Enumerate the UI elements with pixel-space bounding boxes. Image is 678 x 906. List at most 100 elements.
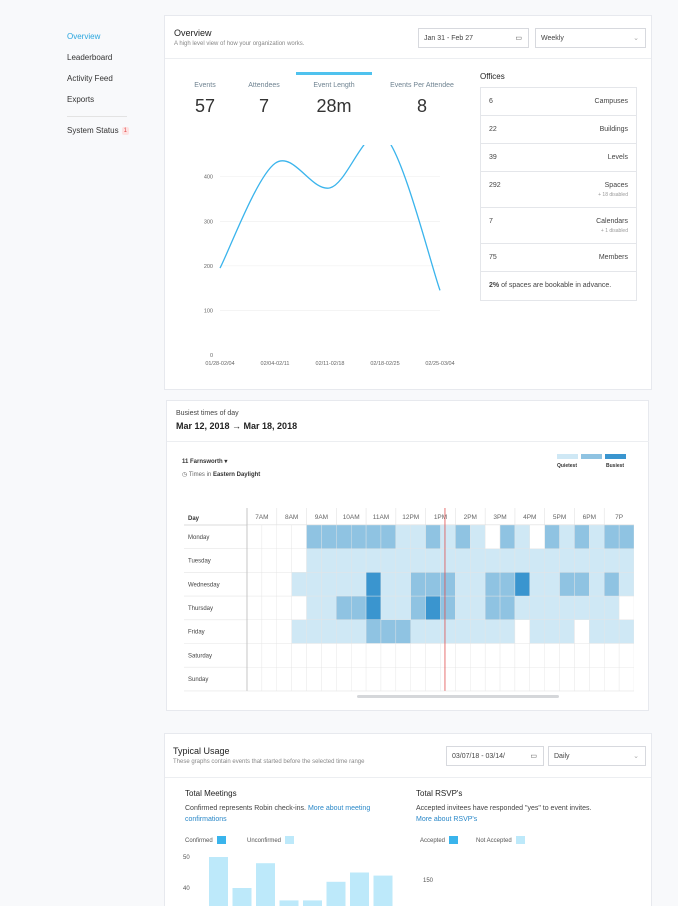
heat-cell <box>455 619 471 644</box>
office-label: Campuses <box>594 98 628 105</box>
heat-cell <box>410 572 426 597</box>
nav-item-system-status[interactable]: System Status 1 <box>67 126 129 135</box>
heat-cell <box>261 524 277 549</box>
nav-item-activity-feed[interactable]: Activity Feed <box>67 74 113 83</box>
bar <box>303 900 322 906</box>
heat-cell <box>455 666 471 692</box>
busiest-divider <box>167 441 649 442</box>
heat-cell <box>440 643 456 668</box>
timezone-note: ◷ Times in Eastern Daylight <box>182 471 260 478</box>
stat-value: 8 <box>416 96 427 116</box>
heat-cell <box>484 643 501 668</box>
stat-event-length[interactable]: Event Length 28m <box>296 82 372 117</box>
heat-cell <box>529 524 545 549</box>
heat-cell <box>410 619 426 644</box>
stat-events[interactable]: Events 57 <box>167 82 243 117</box>
offices-title: Offices <box>480 72 505 81</box>
heat-cell <box>470 666 486 692</box>
legend-unconfirmed: Unconfirmed <box>247 836 295 844</box>
heat-cell <box>291 643 307 668</box>
heat-cell <box>395 666 411 692</box>
heat-cell <box>589 524 605 549</box>
typical-usage-subtitle: These graphs contain events that started… <box>173 759 365 765</box>
stat-attendees[interactable]: Attendees 7 <box>226 82 302 117</box>
legend-confirmed-label: Confirmed <box>185 838 213 844</box>
heat-cell <box>350 643 367 668</box>
busiest-heatmap: Day 7AM 8AM 9AM 10AM 11AM 12PM 1PM 2PM 3PM 4PM 5PM 6… <box>184 508 634 698</box>
heat-cell <box>306 524 322 549</box>
hour-label: 10AM <box>343 514 360 521</box>
nav-item-overview[interactable]: Overview <box>67 32 101 41</box>
heat-cell <box>350 619 367 644</box>
heat-cell <box>470 643 486 668</box>
heat-cell <box>276 619 292 644</box>
hour-label: 11AM <box>373 514 390 521</box>
meetings-confirmations-link[interactable]: More about meeting confirmations <box>185 805 371 823</box>
heat-cell <box>484 548 501 573</box>
heat-cell <box>455 548 471 573</box>
typical-divider <box>165 777 651 778</box>
typical-interval-select[interactable]: Daily ⌄ <box>548 746 646 766</box>
heat-cell <box>589 643 605 668</box>
rsvp-link[interactable]: More about RSVP's <box>416 816 478 823</box>
heat-cell <box>321 524 337 549</box>
heat-cell <box>306 666 322 692</box>
heat-cell <box>425 548 441 573</box>
y-tick-label: 200 <box>204 264 213 270</box>
interval-select[interactable]: Weekly ⌄ <box>535 28 646 48</box>
heat-cell <box>559 666 575 692</box>
heat-cell <box>395 548 411 573</box>
heat-cell <box>604 524 620 549</box>
office-label: Buildings <box>599 126 628 133</box>
heat-cell <box>365 619 382 644</box>
heat-cell <box>380 643 397 668</box>
clock-icon: ◷ <box>182 472 188 478</box>
office-label: Members <box>598 254 628 261</box>
heat-cell <box>499 666 516 692</box>
heat-cell <box>574 666 590 692</box>
heat-cell <box>440 595 456 620</box>
offices-table: 6 Campuses 22 Buildings 39 Levels 292 Spaces + 1… <box>480 87 637 301</box>
heat-cell <box>529 643 545 668</box>
heat-cell <box>291 524 307 549</box>
nav-item-leaderboard[interactable]: Leaderboard <box>67 53 113 62</box>
heat-cell <box>589 572 605 597</box>
rsvp-text: Accepted invitees have responded "yes" t… <box>416 805 592 812</box>
heat-cell <box>425 643 441 668</box>
legend-unconfirmed-swatch <box>285 836 295 844</box>
stat-label: Events Per Attendee <box>390 82 454 89</box>
heat-cell <box>365 595 382 620</box>
office-count: 75 <box>489 254 497 261</box>
stat-value: 57 <box>194 96 216 116</box>
legend-accepted-label: Accepted <box>420 838 446 844</box>
heat-cell <box>604 572 620 597</box>
busiest-date-range: Mar 12, 2018 → Mar 18, 2018 <box>176 421 298 431</box>
heat-cell <box>499 643 516 668</box>
legend-busiest-swatch <box>605 454 626 459</box>
heat-cell <box>544 643 560 668</box>
stat-events-per-attendee[interactable]: Events Per Attendee 8 <box>383 82 461 117</box>
bar <box>326 881 346 906</box>
heat-cell <box>410 524 426 549</box>
heat-cell <box>246 643 263 668</box>
date-range-picker[interactable]: Jan 31 - Feb 27 ▭ <box>418 28 529 48</box>
heat-cell <box>604 619 620 644</box>
legend-mid-swatch <box>581 454 602 459</box>
nav-item-exports[interactable]: Exports <box>67 95 95 104</box>
heat-cell <box>559 643 575 668</box>
heat-cell <box>261 619 277 644</box>
heat-cell <box>336 666 352 692</box>
typical-date-picker[interactable]: 03/07/18 - 03/14/ ▭ <box>446 746 544 766</box>
legend-busiest-label: Busiest <box>606 463 625 469</box>
heat-cell <box>455 643 471 668</box>
heat-cell <box>395 643 411 668</box>
bookable-percent: 2% <box>489 282 500 289</box>
heat-cell <box>618 666 634 692</box>
heat-cell <box>380 666 397 692</box>
heat-cell <box>604 548 620 573</box>
stat-value: 28m <box>316 96 352 116</box>
heat-cell <box>246 666 263 692</box>
heat-cell <box>529 548 545 573</box>
location-select[interactable]: 11 Farnsworth ▾ <box>182 459 228 465</box>
rsvp-description: Accepted invitees have responded "yes" t… <box>416 803 606 825</box>
